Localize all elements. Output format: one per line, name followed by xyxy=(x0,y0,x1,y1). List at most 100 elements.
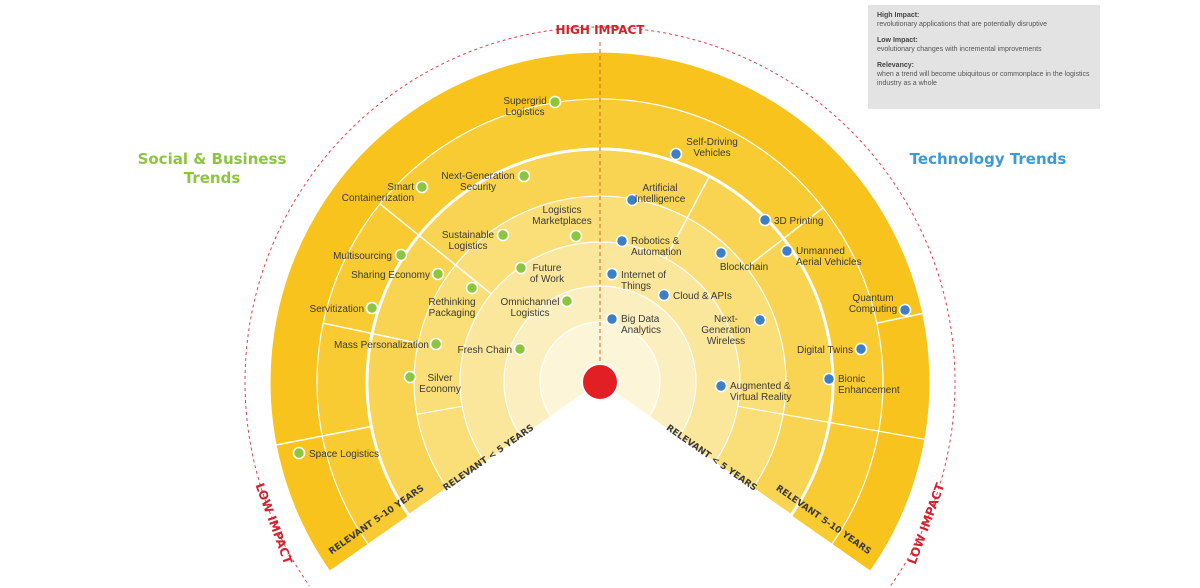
tech-trend-cloud-apis[interactable]: Cloud & APIs xyxy=(657,288,732,303)
social-trend-future-of-work[interactable]: Future of Work xyxy=(514,261,566,286)
trend-label-line: Mass Personalization xyxy=(334,340,429,351)
trend-dot[interactable] xyxy=(548,95,562,109)
social-trend-supergrid-logistics[interactable]: Supergrid Logistics xyxy=(503,95,562,118)
trend-dot[interactable] xyxy=(898,303,912,317)
tech-trend-blockchain[interactable]: Blockchain xyxy=(714,246,769,274)
trend-label-line: Enhancement xyxy=(838,385,900,396)
tech-trend-self-driving-vehicles[interactable]: Self-Driving Vehicles xyxy=(669,137,738,161)
trend-label-line: Intelligence xyxy=(635,194,686,205)
trend-dot[interactable] xyxy=(560,294,574,308)
social-trend-rethinking-packaging[interactable]: Rethinking Packaging xyxy=(428,281,479,320)
tech-trend-artificial-intelligence[interactable]: Artificial Intelligence xyxy=(625,183,686,207)
legend-low-impact-desc: evolutionary changes with incremental im… xyxy=(877,46,1042,53)
trend-label-line: Blockchain xyxy=(720,262,768,273)
social-trend-servitization[interactable]: Servitization xyxy=(310,301,379,316)
trend-label: 3D Printing xyxy=(774,216,823,227)
trend-dot[interactable] xyxy=(365,301,379,315)
trend-dot[interactable] xyxy=(569,229,583,243)
trend-label-line: Robotics & xyxy=(631,236,680,247)
trend-dot[interactable] xyxy=(513,342,527,356)
tech-trend-unmanned-aerial-vehicles[interactable]: Unmanned Aerial Vehicles xyxy=(780,244,862,269)
trend-dot[interactable] xyxy=(780,244,794,258)
trend-label: Smart Containerization xyxy=(342,182,414,204)
social-trend-next-generation-security[interactable]: Next-Generation Security xyxy=(441,169,531,194)
social-trend-mass-personalization[interactable]: Mass Personalization xyxy=(334,337,443,352)
trend-dot[interactable] xyxy=(465,281,479,295)
trend-dot[interactable] xyxy=(669,147,683,161)
trend-dot[interactable] xyxy=(758,213,772,227)
tech-trend-quantum-computing[interactable]: Quantum Computing xyxy=(849,293,912,317)
legend-low-impact: Low Impact: evolutionary changes with in… xyxy=(877,36,1091,54)
trend-label-line: Silver xyxy=(427,373,453,384)
tech-trend-next-generation-wireless[interactable]: Next-Generation Wireless xyxy=(701,313,767,347)
tech-trend-robotics-automation[interactable]: Robotics & Automation xyxy=(615,234,682,259)
trend-dot[interactable] xyxy=(714,246,728,260)
trend-label-line: Security xyxy=(460,182,496,193)
trend-dot[interactable] xyxy=(657,288,671,302)
legend-relevancy: Relevancy: when a trend will become ubiq… xyxy=(877,61,1091,88)
tech-trend-digital-twins[interactable]: Digital Twins xyxy=(797,342,868,357)
trend-label-line: Aerial Vehicles xyxy=(796,257,862,268)
trend-dot[interactable] xyxy=(625,193,639,207)
trend-dot[interactable] xyxy=(605,312,619,326)
trend-dot[interactable] xyxy=(429,337,443,351)
trend-label: Rethinking Packaging xyxy=(428,297,475,319)
trend-label-line: Logistics xyxy=(449,241,488,252)
trend-label-line: Next-Generation xyxy=(441,171,514,182)
trend-dot[interactable] xyxy=(415,180,429,194)
legend-relevancy-desc: when a trend will become ubiquitous or c… xyxy=(877,71,1090,87)
tech-trend-big-data-analytics[interactable]: Big Data Analytics xyxy=(605,312,662,337)
trend-dot[interactable] xyxy=(496,228,510,242)
social-trend-sharing-economy[interactable]: Sharing Economy xyxy=(351,267,445,282)
trend-label-line: Bionic xyxy=(838,374,865,385)
trend-label-line: Logistics xyxy=(506,107,545,118)
trend-label-line: 3D Printing xyxy=(774,216,823,227)
social-trend-smart-containerization[interactable]: Smart Containerization xyxy=(342,180,429,205)
trend-dot[interactable] xyxy=(394,248,408,262)
trend-dot[interactable] xyxy=(514,261,528,275)
tech-trend-internet-of-things[interactable]: Internet of Things xyxy=(605,267,667,293)
radar-divider-line xyxy=(746,207,824,269)
trend-dot[interactable] xyxy=(431,267,445,281)
trend-label-line: Sharing Economy xyxy=(351,270,430,281)
trend-label-line: Rethinking xyxy=(428,297,475,308)
social-trend-silver-economy[interactable]: Silver Economy xyxy=(403,370,461,396)
trend-dot[interactable] xyxy=(714,379,728,393)
social-trend-multisourcing[interactable]: Multisourcing xyxy=(333,248,408,263)
trend-dot[interactable] xyxy=(753,313,767,327)
social-trend-omnichannel-logistics[interactable]: Omnichannel Logistics xyxy=(501,294,574,320)
legend-high-impact: High Impact: revolutionary applications … xyxy=(877,11,1091,29)
legend-box: High Impact: revolutionary applications … xyxy=(868,5,1100,109)
trend-label-line: Packaging xyxy=(429,308,476,319)
trend-dot[interactable] xyxy=(854,342,868,356)
trend-dot[interactable] xyxy=(615,234,629,248)
trend-label-line: Wireless xyxy=(707,336,745,347)
trend-label: Artificial Intelligence xyxy=(635,183,686,205)
trend-label: Mass Personalization xyxy=(334,340,429,351)
trend-label: Big Data Analytics xyxy=(621,314,661,336)
trend-label: Augmented & Virtual Reality xyxy=(730,381,792,403)
social-trend-fresh-chain[interactable]: Fresh Chain xyxy=(458,342,527,357)
trend-label-line: Augmented & xyxy=(730,381,791,392)
low-impact-label-right: LOW IMPACT xyxy=(905,480,948,566)
social-trend-sustainable-logistics[interactable]: Sustainable Logistics xyxy=(442,228,510,253)
tech-trend-augmented-virtual-reality[interactable]: Augmented & Virtual Reality xyxy=(714,379,792,404)
trend-dot[interactable] xyxy=(403,370,417,384)
trend-dot[interactable] xyxy=(517,169,531,183)
trend-dot[interactable] xyxy=(822,372,836,386)
trend-dot[interactable] xyxy=(292,446,306,460)
social-trend-logistics-marketplaces[interactable]: Logistics Marketplaces xyxy=(532,205,592,243)
radar-divider-line xyxy=(323,322,419,345)
trend-label-line: Marketplaces xyxy=(532,216,591,227)
tech-trend-3d-printing[interactable]: 3D Printing xyxy=(758,213,824,228)
trend-label-line: Computing xyxy=(849,304,897,315)
trend-label: Future of Work xyxy=(530,263,565,285)
trend-dot[interactable] xyxy=(605,267,619,281)
tech-trend-bionic-enhancement[interactable]: Bionic Enhancement xyxy=(822,372,900,397)
radar-divider-line xyxy=(379,203,492,295)
social-trend-space-logistics[interactable]: Space Logistics xyxy=(292,446,380,461)
trend-label: Next-Generation Security xyxy=(441,171,514,193)
trend-label-line: Self-Driving xyxy=(686,137,738,148)
trend-label: Multisourcing xyxy=(333,251,392,262)
legend-low-impact-title: Low Impact: xyxy=(877,37,918,44)
